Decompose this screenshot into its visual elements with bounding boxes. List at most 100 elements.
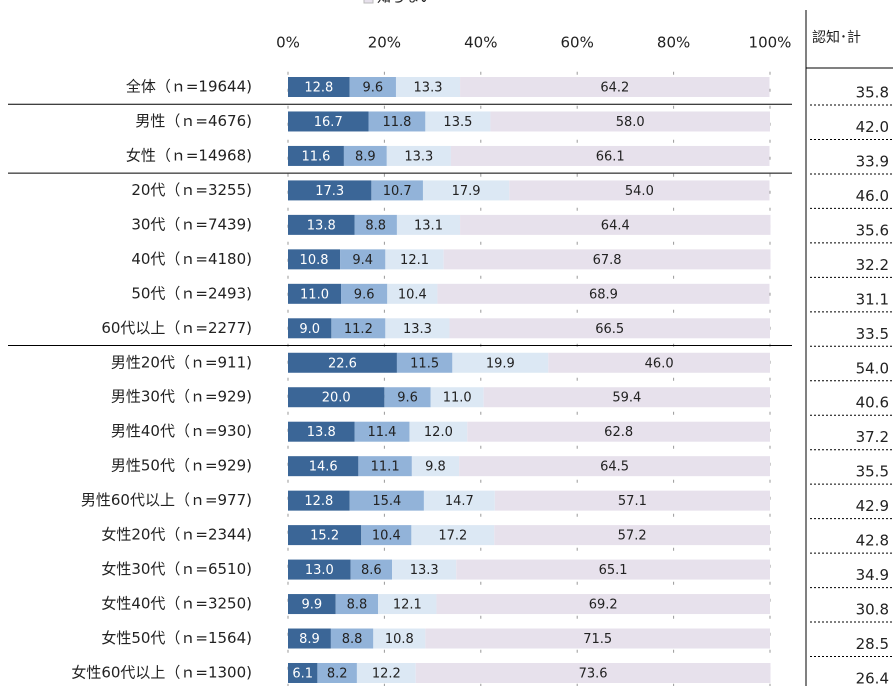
bar-value-label: 10.8: [385, 632, 414, 647]
bar-value-label: 9.9: [302, 598, 323, 613]
bar-value-label: 8.2: [327, 666, 348, 681]
bar-segment: [288, 421, 355, 442]
bar-value-label: 13.3: [414, 81, 443, 96]
bar-value-label: 58.0: [616, 115, 645, 130]
x-tick-label: 100%: [749, 34, 792, 52]
bar-value-label: 10.4: [372, 529, 401, 544]
bar-segment: [425, 628, 770, 649]
bar-value-label: 11.6: [301, 149, 330, 164]
bar-segment: [340, 249, 386, 270]
bar-segment: [422, 180, 510, 201]
bar-value-label: 12.0: [424, 425, 453, 440]
category-label: 50代（ｎ=2493): [131, 284, 252, 302]
bar-value-label: 9.4: [352, 253, 373, 268]
bar-segment: [430, 387, 484, 408]
bar-segment: [288, 490, 350, 511]
bar-segment: [452, 352, 549, 373]
total-value: 26.4: [856, 669, 889, 686]
bar-value-label: 14.6: [309, 460, 338, 475]
bar-segment: [288, 145, 344, 166]
total-value: 42.0: [856, 118, 889, 136]
bar-value-label: 11.4: [368, 425, 397, 440]
total-value: 33.5: [856, 325, 889, 343]
bar-segment: [288, 318, 332, 339]
bar-value-label: 8.8: [347, 598, 368, 613]
bar-segment: [288, 662, 318, 683]
bar-value-label: 11.0: [443, 391, 472, 406]
bar-value-label: 13.3: [404, 149, 433, 164]
bar-segment: [423, 490, 495, 511]
x-tick-label: 0%: [276, 34, 300, 52]
bar-value-label: 64.5: [600, 460, 629, 475]
bar-value-label: 14.7: [445, 494, 474, 509]
bar-segment: [490, 111, 770, 132]
bar-value-label: 8.6: [361, 563, 382, 578]
bar-segment: [459, 456, 770, 477]
bar-segment: [384, 387, 431, 408]
x-tick-label: 40%: [464, 34, 497, 52]
bar-value-label: 46.0: [645, 356, 674, 371]
bar-segment: [483, 387, 770, 408]
bar-segment: [396, 214, 461, 235]
bar-value-label: 67.8: [593, 253, 622, 268]
total-value: 54.0: [856, 359, 889, 377]
bar-segment: [387, 283, 438, 304]
bar-value-label: 73.6: [579, 666, 608, 681]
bar-value-label: 57.2: [618, 529, 647, 544]
totals-header: 認知･計: [812, 29, 861, 46]
bar-value-label: 10.7: [383, 184, 412, 199]
bar-value-label: 9.8: [425, 460, 446, 475]
category-label: 女性50代（ｎ=1564): [101, 629, 252, 647]
bar-segment: [331, 318, 386, 339]
x-tick-label: 80%: [657, 34, 690, 52]
bar-value-label: 13.3: [403, 322, 432, 337]
total-value: 42.8: [856, 532, 889, 550]
category-label: 男性50代（ｎ=929): [111, 457, 252, 475]
bar-value-label: 12.8: [304, 81, 333, 96]
total-value: 46.0: [856, 187, 889, 205]
bar-value-label: 12.1: [400, 253, 429, 268]
bar-value-label: 15.4: [372, 494, 401, 509]
category-label: 男性40代（ｎ=930): [111, 422, 252, 440]
bar-segment: [456, 559, 770, 580]
bar-value-label: 13.1: [414, 218, 443, 233]
bar-segment: [330, 628, 374, 649]
bar-value-label: 19.9: [486, 356, 515, 371]
bar-segment: [373, 628, 426, 649]
bar-value-label: 10.8: [300, 253, 329, 268]
total-value: 42.9: [856, 497, 889, 515]
bar-value-label: 11.0: [300, 287, 329, 302]
total-value: 32.2: [856, 256, 889, 274]
bar-value-label: 57.1: [618, 494, 647, 509]
category-label: 女性30代（ｎ=6510): [101, 560, 252, 578]
bar-segment: [288, 249, 341, 270]
bar-segment: [436, 594, 770, 615]
bar-value-label: 22.6: [328, 356, 357, 371]
total-value: 30.8: [856, 601, 889, 619]
bar-segment: [460, 77, 770, 97]
bar-value-label: 13.8: [307, 218, 336, 233]
bar-segment: [350, 559, 393, 580]
bar-segment: [288, 77, 350, 97]
bar-segment: [288, 214, 355, 235]
bar-value-label: 69.2: [589, 598, 618, 613]
bar-segment: [288, 628, 331, 649]
bar-segment: [368, 111, 426, 132]
category-label: 男性60代以上（ｎ=977): [81, 491, 252, 509]
total-value: 35.8: [856, 84, 889, 102]
bar-segment: [450, 145, 770, 166]
bar-segment: [411, 456, 460, 477]
bar-value-label: 13.3: [410, 563, 439, 578]
bar-value-label: 65.1: [599, 563, 628, 578]
category-label: 女性60代以上（ｎ=1300): [71, 663, 252, 681]
bar-value-label: 11.2: [344, 322, 373, 337]
bar-segment: [335, 594, 379, 615]
bar-value-label: 8.9: [299, 632, 320, 647]
bar-segment: [395, 77, 461, 97]
bar-segment: [449, 318, 770, 339]
bar-segment: [548, 352, 770, 373]
legend-swatch: [363, 0, 374, 4]
total-value: 33.9: [856, 152, 889, 170]
bar-segment: [288, 525, 362, 546]
bar-segment: [288, 111, 369, 132]
